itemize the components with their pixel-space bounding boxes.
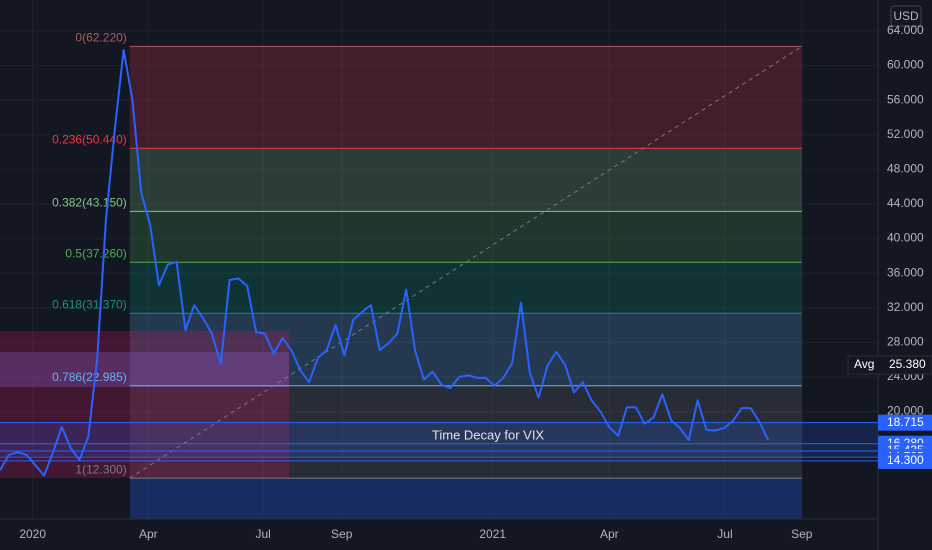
annotation: Time Decay for VIX [432, 427, 545, 442]
fib-label: 0.786(22.985) [52, 370, 127, 384]
x-tick-label: Jul [717, 527, 732, 541]
y-tick-label: 40.000 [887, 231, 924, 245]
y-tick-label: 28.000 [887, 335, 924, 349]
fib-zone [129, 313, 802, 386]
fib-zone [129, 148, 802, 212]
fib-label: 0.382(43.150) [52, 195, 127, 209]
fib-label: 0.618(31.370) [52, 297, 127, 311]
avg-name: Avg [854, 357, 874, 371]
price-label: 14.300 [887, 453, 924, 467]
y-tick-label: 44.000 [887, 196, 924, 210]
decay-box [0, 331, 289, 478]
y-tick-label: 32.000 [887, 300, 924, 314]
fib-label: 0.5(37.260) [65, 246, 126, 260]
y-tick-label: 20.000 [887, 404, 924, 418]
fib-zone [129, 211, 802, 263]
lower-zone [130, 478, 802, 519]
y-tick-label: 36.000 [887, 265, 924, 279]
fib-label: 1(12.300) [75, 462, 126, 476]
currency-box [890, 5, 922, 27]
fib-label: 0(62.220) [75, 31, 126, 45]
avg-label: 25.380 [889, 357, 926, 371]
x-tick-label: Jul [255, 527, 270, 541]
decay-band [0, 422, 878, 456]
y-tick-label: 48.000 [887, 162, 924, 176]
y-tick-label: 60.000 [887, 58, 924, 72]
price-badge [878, 452, 932, 469]
x-tick-label: 2021 [479, 527, 506, 541]
avg-badge [847, 355, 932, 375]
x-tick-label: Sep [331, 527, 353, 541]
price-badge [878, 414, 932, 431]
fib-zone [129, 262, 802, 314]
fib-zone [129, 46, 802, 149]
currency: USD [893, 9, 919, 23]
y-tick-label: 56.000 [887, 92, 924, 106]
x-tick-label: Apr [139, 527, 158, 541]
fib-label: 0.236(50.440) [52, 132, 127, 146]
x-tick-label: Sep [791, 527, 813, 541]
series-line [0, 48, 770, 477]
x-tick-label: 2020 [19, 527, 46, 541]
decay-box-mid [0, 352, 289, 387]
x-tick-label: Apr [600, 527, 619, 541]
fib-trend [129, 45, 803, 479]
y-tick-label: 52.000 [887, 127, 924, 141]
zones [0, 0, 878, 519]
y-tick-label: 64.000 [887, 23, 924, 37]
price-label: 18.715 [887, 415, 924, 429]
